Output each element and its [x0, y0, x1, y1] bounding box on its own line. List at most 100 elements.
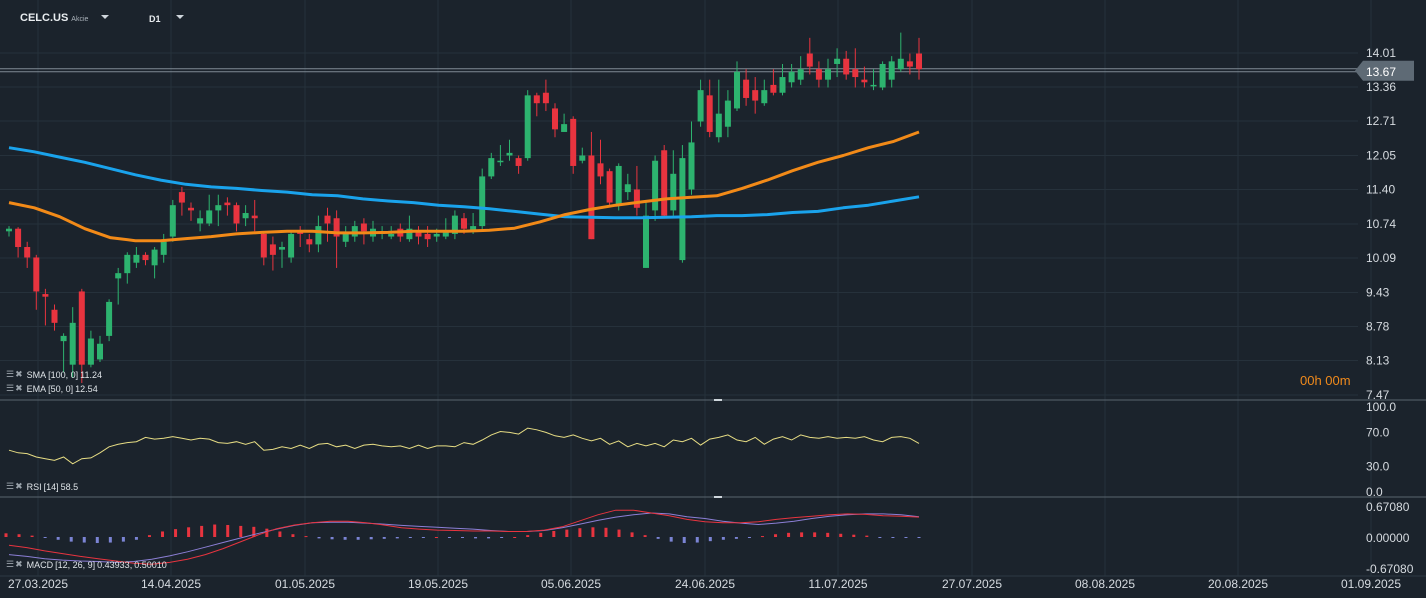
candle-timer: 00h 00m: [1300, 373, 1351, 388]
macd-histogram-bar: [356, 537, 360, 540]
y-tick-label: 12.71: [1366, 114, 1396, 128]
macd-value-1: 0.43933,: [97, 559, 133, 570]
macd-histogram-bar: [265, 528, 269, 537]
candle-body: [288, 233, 295, 258]
candle-body: [442, 231, 449, 237]
macd-histogram-bar: [826, 532, 830, 537]
macd-histogram-bar: [904, 537, 908, 538]
candle-body: [260, 233, 267, 258]
macd-label: MACD: [26, 559, 54, 570]
y-tick-label: 9.43: [1366, 286, 1390, 300]
chevron-down-icon[interactable]: [176, 15, 184, 19]
candle-body: [169, 205, 176, 237]
y-tick-label: 10.74: [1366, 217, 1396, 231]
macd-histogram-bar: [760, 536, 764, 538]
macd-histogram-bar: [565, 529, 569, 537]
pane-resize-handle: [714, 399, 722, 401]
chevron-down-icon[interactable]: [101, 15, 109, 19]
timeframe-selector[interactable]: D1: [149, 14, 161, 24]
macd-tick-label: 0.00000: [1366, 531, 1410, 545]
macd-histogram-bar: [578, 528, 582, 537]
ema-legend[interactable]: ☰ ✖ EMA [50, 0] 12.54: [6, 383, 98, 394]
candle-body: [279, 247, 285, 250]
menu-icon[interactable]: ☰: [6, 559, 14, 569]
candle-body: [33, 257, 40, 292]
sma-value: 11.24: [80, 369, 103, 380]
ema-params: [50, 0]: [48, 383, 74, 394]
macd-histogram-bar: [343, 537, 347, 540]
macd-histogram-bar: [4, 533, 8, 537]
current-price-label: 13.67: [1366, 65, 1396, 79]
candle-body: [433, 233, 440, 237]
candle-body: [151, 249, 158, 266]
candle-body: [743, 79, 750, 98]
macd-histogram-bar: [734, 537, 738, 539]
x-tick-label: 27.07.2025: [942, 577, 1002, 591]
y-tick-label: 13.36: [1366, 80, 1396, 94]
sma-legend[interactable]: ☰ ✖ SMA [100, 0] 11.24: [6, 369, 102, 380]
macd-histogram-bar: [30, 535, 34, 537]
candle-body: [652, 160, 659, 211]
macd-histogram-bar: [161, 531, 165, 537]
menu-icon[interactable]: ☰: [6, 369, 14, 379]
macd-histogram-bar: [682, 537, 686, 544]
x-tick-label: 01.05.2025: [275, 577, 335, 591]
ema-line: [8, 130, 920, 243]
candle-body: [715, 113, 722, 138]
candle-body: [861, 79, 868, 83]
menu-icon[interactable]: ☰: [6, 481, 14, 491]
candle-body: [706, 95, 713, 132]
candle-body: [524, 95, 531, 159]
macd-histogram-bar: [121, 537, 125, 542]
candle-body: [834, 58, 841, 64]
macd-histogram-bar: [317, 537, 321, 539]
sma-params: [100, 0]: [48, 369, 79, 380]
rsi-params: [14]: [43, 481, 59, 492]
macd-legend[interactable]: ☰ ✖ MACD [12, 26, 9] 0.43933, 0.50010: [6, 559, 167, 570]
candle-body: [797, 69, 804, 80]
close-icon[interactable]: ✖: [15, 481, 23, 491]
macd-histogram-bar: [382, 537, 386, 539]
x-tick-label: 11.07.2025: [808, 577, 867, 591]
candle-body: [788, 71, 795, 83]
candle-body: [461, 218, 467, 229]
rsi-legend[interactable]: ☰ ✖ RSI [14] 58.5: [6, 481, 78, 492]
macd-histogram-bar: [669, 537, 673, 542]
macd-histogram-bar: [252, 526, 256, 537]
candle-body: [69, 322, 76, 365]
x-tick-label: 19.05.2025: [408, 577, 468, 591]
candle-body: [215, 205, 222, 211]
candle-body: [24, 247, 31, 258]
symbol-selector[interactable]: CELC.US Akcie: [20, 12, 88, 24]
close-icon[interactable]: ✖: [15, 559, 23, 569]
candle-body: [51, 309, 58, 323]
close-icon[interactable]: ✖: [15, 369, 23, 379]
macd-histogram-bar: [708, 537, 712, 542]
candle-body: [60, 335, 67, 342]
macd-histogram-bar: [461, 537, 464, 538]
y-tick-label: 11.40: [1366, 182, 1395, 196]
y-tick-label: 10.09: [1366, 251, 1396, 265]
price-tag: [1355, 60, 1414, 81]
macd-histogram-bar: [174, 529, 178, 537]
macd-histogram-bar: [147, 535, 151, 537]
menu-icon[interactable]: ☰: [6, 383, 14, 393]
macd-histogram-bar: [69, 537, 73, 542]
x-tick-label: 24.06.2025: [675, 577, 735, 591]
candle-body: [815, 69, 822, 80]
macd-histogram-bar: [643, 535, 647, 537]
candle-body: [779, 77, 786, 93]
macd-histogram-bar: [278, 531, 282, 537]
macd-histogram-bar: [800, 532, 804, 537]
macd-histogram-bar: [513, 537, 517, 538]
macd-histogram-bar: [552, 530, 556, 537]
candle-body: [78, 291, 85, 365]
candle-body: [115, 273, 122, 279]
macd-histogram-bar: [134, 537, 138, 540]
macd-histogram-bar: [878, 537, 882, 538]
candle-body: [488, 158, 495, 177]
candle-body: [606, 171, 613, 203]
close-icon[interactable]: ✖: [15, 383, 23, 393]
macd-histogram-bar: [17, 534, 21, 537]
